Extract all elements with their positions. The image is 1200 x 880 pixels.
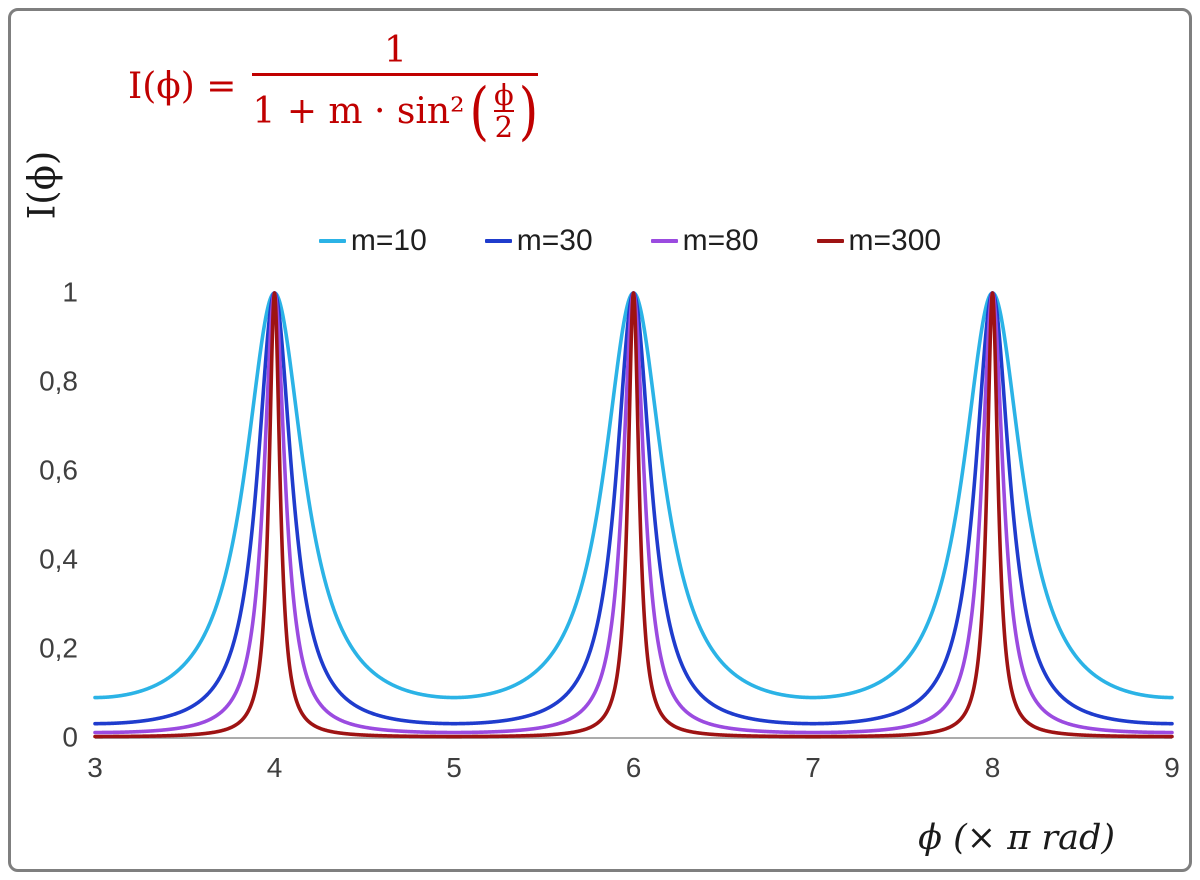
legend-label-m=30: m=30 [516, 224, 593, 257]
legend-swatch-m=300 [816, 238, 844, 244]
legend-label-m=80: m=80 [682, 224, 759, 257]
inner-fraction-bar [494, 110, 514, 113]
legend-swatch-m=80 [650, 238, 678, 244]
inner-numerator: ϕ [494, 78, 514, 112]
curve-m=30 [93, 291, 1174, 726]
formula-fraction: 1 1 + m · sin² ( ϕ 2 ) [252, 30, 539, 143]
formula-annotation: I(ϕ) = 1 1 + m · sin² ( ϕ 2 ) [128, 30, 539, 143]
curve-m=80 [93, 291, 1174, 735]
legend-item-m=300: m=300 [816, 224, 942, 258]
formula-numerator: 1 [383, 30, 407, 71]
legend-label-m=300: m=300 [848, 224, 942, 257]
denominator-prefix: 1 + m · sin² [252, 90, 465, 132]
open-paren: ( [469, 75, 490, 148]
legend-item-m=30: m=30 [484, 224, 593, 258]
formula-denominator: 1 + m · sin² ( ϕ 2 ) [252, 76, 538, 143]
curve-m=300 [93, 291, 1174, 739]
legend-swatch-m=30 [484, 238, 512, 244]
legend: m=10 m=30 m=80 m=300 [90, 224, 1170, 258]
formula-lhs: I(ϕ) = [128, 65, 237, 107]
legend-item-m=10: m=10 [318, 224, 427, 258]
y-axis-title: I(ϕ) [20, 150, 64, 220]
x-axis-title: ϕ (× π rad) [918, 818, 1115, 858]
legend-label-m=10: m=10 [350, 224, 427, 257]
inner-denominator: 2 [494, 110, 514, 145]
inner-fraction: ϕ 2 [494, 80, 514, 143]
close-paren: ) [518, 75, 539, 148]
legend-item-m=80: m=80 [650, 224, 759, 258]
fraction-bar [252, 73, 539, 76]
legend-swatch-m=10 [318, 238, 346, 244]
